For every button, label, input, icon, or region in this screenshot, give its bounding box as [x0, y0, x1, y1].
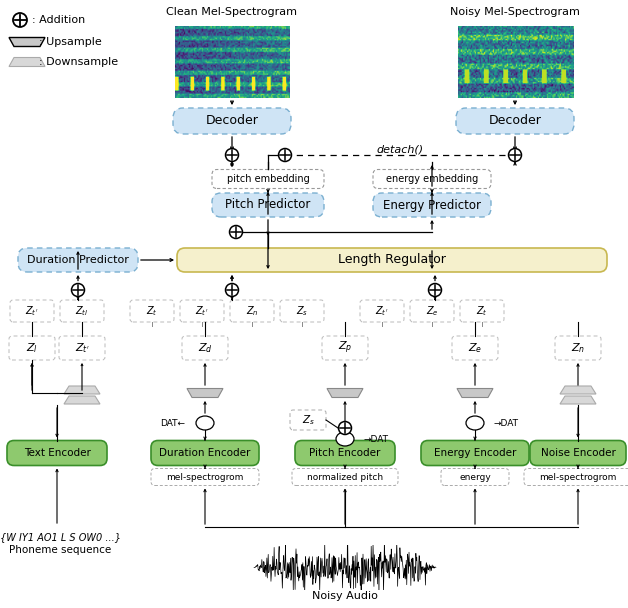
Text: Noise Encoder: Noise Encoder [541, 448, 615, 458]
Text: : Upsample: : Upsample [39, 37, 102, 47]
FancyBboxPatch shape [280, 300, 324, 322]
Text: normalized pitch: normalized pitch [307, 472, 383, 482]
Text: Noisy Audio: Noisy Audio [312, 591, 378, 601]
Polygon shape [560, 386, 596, 394]
Text: Energy Encoder: Energy Encoder [434, 448, 516, 458]
Ellipse shape [466, 416, 484, 430]
Text: $Z_{t}$: $Z_{t}$ [146, 304, 158, 318]
Text: $Z_{p}$: $Z_{p}$ [338, 340, 352, 356]
Text: Phoneme sequence: Phoneme sequence [9, 545, 111, 555]
Polygon shape [9, 38, 45, 46]
Circle shape [225, 148, 239, 162]
FancyBboxPatch shape [460, 300, 504, 322]
Text: Duration Encoder: Duration Encoder [160, 448, 251, 458]
Text: →DAT: →DAT [363, 435, 388, 443]
Ellipse shape [196, 416, 214, 430]
Circle shape [225, 283, 239, 297]
Text: $Z_{t'}$: $Z_{t'}$ [376, 304, 389, 318]
FancyBboxPatch shape [212, 193, 324, 217]
Text: Pitch Encoder: Pitch Encoder [310, 448, 381, 458]
FancyBboxPatch shape [182, 336, 228, 360]
FancyBboxPatch shape [10, 300, 54, 322]
FancyBboxPatch shape [373, 193, 491, 217]
Text: $Z_{n}$: $Z_{n}$ [246, 304, 258, 318]
FancyBboxPatch shape [177, 248, 607, 272]
FancyBboxPatch shape [410, 300, 454, 322]
FancyBboxPatch shape [151, 469, 259, 486]
Text: $Z_{t'}$: $Z_{t'}$ [195, 304, 208, 318]
Circle shape [72, 283, 85, 297]
Text: energy: energy [459, 472, 491, 482]
Text: Decoder: Decoder [205, 114, 259, 128]
Polygon shape [327, 389, 363, 398]
Polygon shape [187, 389, 223, 398]
Text: $Z_{e}$: $Z_{e}$ [426, 304, 438, 318]
Text: : Addition: : Addition [32, 15, 85, 25]
Ellipse shape [336, 432, 354, 446]
Text: $Z_{e}$: $Z_{e}$ [468, 341, 482, 355]
Text: Energy Predictor: Energy Predictor [383, 198, 481, 212]
Text: Noisy Mel-Spectrogram: Noisy Mel-Spectrogram [450, 7, 580, 17]
Circle shape [13, 13, 27, 27]
Text: $Z_{t'}$: $Z_{t'}$ [75, 341, 89, 355]
FancyBboxPatch shape [524, 469, 628, 486]
Text: Decoder: Decoder [489, 114, 541, 128]
FancyBboxPatch shape [441, 469, 509, 486]
FancyBboxPatch shape [290, 410, 326, 430]
Circle shape [278, 148, 291, 162]
Text: mel-spectrogrom: mel-spectrogrom [166, 472, 244, 482]
Text: $Z_{tl}$: $Z_{tl}$ [75, 304, 89, 318]
Text: : Downsample: : Downsample [39, 57, 118, 67]
FancyBboxPatch shape [7, 441, 107, 466]
Text: DAT←: DAT← [160, 418, 185, 427]
Polygon shape [560, 396, 596, 404]
FancyBboxPatch shape [555, 336, 601, 360]
Polygon shape [64, 386, 100, 394]
Text: →DAT: →DAT [493, 418, 518, 427]
Polygon shape [9, 58, 45, 66]
FancyBboxPatch shape [452, 336, 498, 360]
FancyBboxPatch shape [456, 108, 574, 134]
Text: Clean Mel-Spectrogram: Clean Mel-Spectrogram [166, 7, 298, 17]
Circle shape [428, 283, 441, 297]
Text: $Z_{l}$: $Z_{l}$ [26, 341, 38, 355]
FancyBboxPatch shape [530, 441, 626, 466]
Polygon shape [457, 389, 493, 398]
Text: energy embedding: energy embedding [386, 174, 478, 184]
Circle shape [229, 226, 242, 238]
FancyBboxPatch shape [130, 300, 174, 322]
FancyBboxPatch shape [292, 469, 398, 486]
FancyBboxPatch shape [180, 300, 224, 322]
Text: Text Encoder: Text Encoder [24, 448, 90, 458]
FancyBboxPatch shape [373, 170, 491, 188]
FancyBboxPatch shape [173, 108, 291, 134]
FancyBboxPatch shape [230, 300, 274, 322]
FancyBboxPatch shape [295, 441, 395, 466]
Text: $Z_{t'}$: $Z_{t'}$ [25, 304, 39, 318]
Text: Length Regulator: Length Regulator [338, 254, 446, 266]
Text: pitch embedding: pitch embedding [227, 174, 310, 184]
Text: $Z_{s}$: $Z_{s}$ [296, 304, 308, 318]
Text: Pitch Predictor: Pitch Predictor [225, 198, 311, 212]
Text: $Z_{s}$: $Z_{s}$ [301, 413, 315, 427]
Circle shape [338, 421, 352, 435]
Text: $Z_{n}$: $Z_{n}$ [571, 341, 585, 355]
FancyBboxPatch shape [322, 336, 368, 360]
Text: $Z_{t}$: $Z_{t}$ [476, 304, 488, 318]
FancyBboxPatch shape [18, 248, 138, 272]
FancyBboxPatch shape [151, 441, 259, 466]
FancyBboxPatch shape [9, 336, 55, 360]
FancyBboxPatch shape [60, 300, 104, 322]
Circle shape [509, 148, 521, 162]
FancyBboxPatch shape [59, 336, 105, 360]
FancyBboxPatch shape [360, 300, 404, 322]
Polygon shape [64, 396, 100, 404]
Text: $Z_{d}$: $Z_{d}$ [198, 341, 212, 355]
Text: detach(): detach() [376, 144, 423, 154]
Text: {W IY1 AO1 L S OW0 ...}: {W IY1 AO1 L S OW0 ...} [0, 532, 121, 542]
Text: mel-spectrogrom: mel-spectrogrom [539, 472, 617, 482]
FancyBboxPatch shape [212, 170, 324, 188]
FancyBboxPatch shape [421, 441, 529, 466]
Text: Duration Predictor: Duration Predictor [27, 255, 129, 265]
